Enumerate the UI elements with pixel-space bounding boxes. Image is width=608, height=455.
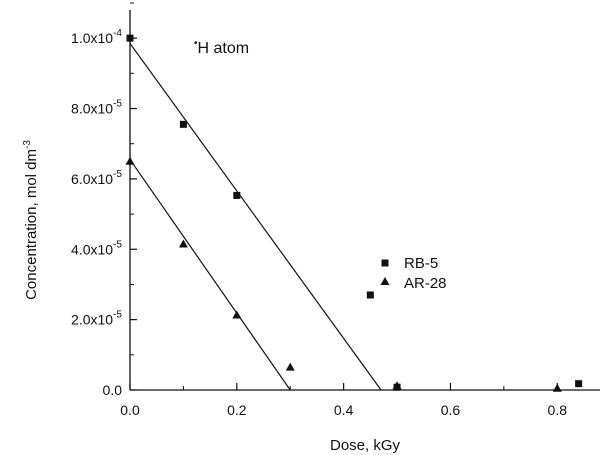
legend: RB-5 AR-28 — [380, 255, 447, 292]
point-rb5 — [575, 380, 583, 388]
x-tick-label: 0.4 — [334, 402, 354, 418]
y-tick-label: 6.0x10-5 — [71, 169, 122, 187]
y-axis-title: Concentration, mol dm-3 — [22, 140, 40, 300]
legend-label-rb5: RB-5 — [404, 255, 438, 272]
point-rb5 — [126, 34, 134, 42]
x-tick-label: 0.2 — [227, 402, 247, 418]
point-rb5 — [366, 291, 374, 299]
x-axis-title: Dose, kGy — [330, 437, 401, 454]
y-ticks: 0.0 2.0x10-5 4.0x10-5 6.0x10-5 8.0x10-5 1.0x1… — [71, 2, 137, 398]
point-ar28 — [125, 156, 135, 165]
y-tick-label: 4.0x10-5 — [71, 239, 122, 257]
legend-marker-ar28 — [380, 277, 390, 285]
axes — [129, 10, 600, 391]
fit-lines — [129, 43, 382, 391]
point-ar28 — [285, 362, 295, 371]
y-tick-label: 0.0 — [103, 382, 123, 398]
fit-line-rb5 — [129, 43, 382, 391]
h-atom-text: H atom — [198, 40, 250, 57]
y-tick-label: 8.0x10-5 — [71, 99, 122, 117]
fit-line-ar28 — [129, 159, 291, 391]
h-atom-annotation: •H atom — [194, 38, 249, 57]
point-ar28 — [392, 381, 402, 390]
x-tick-label: 0.6 — [441, 402, 461, 418]
y-tick-label: 2.0x10-5 — [71, 310, 122, 328]
y-tick-label: 1.0x10-4 — [71, 28, 122, 46]
legend-marker-rb5 — [381, 259, 389, 267]
y-axis-title-base: Concentration, mol dm — [23, 149, 40, 300]
point-rb5 — [179, 120, 187, 128]
legend-label-ar28: AR-28 — [404, 275, 447, 292]
x-tick-label: 0.8 — [548, 402, 568, 418]
x-ticks: 0.0 0.2 0.4 0.6 0.8 — [120, 383, 567, 418]
y-axis-title-exp: -3 — [22, 140, 33, 149]
x-tick-label: 0.0 — [120, 402, 140, 418]
point-ar28 — [232, 310, 242, 319]
point-rb5 — [233, 191, 241, 199]
point-ar28 — [178, 239, 188, 248]
point-ar28 — [552, 383, 562, 392]
h-atom-dot: • — [194, 38, 198, 49]
points — [125, 34, 583, 392]
